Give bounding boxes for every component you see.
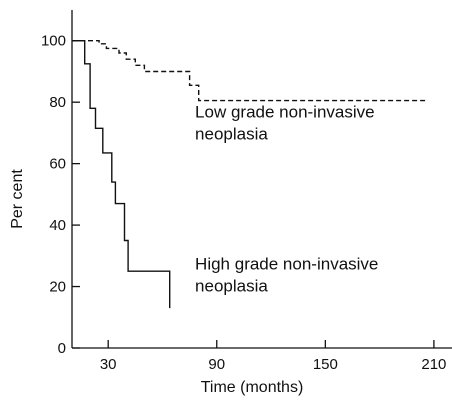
y-tick-label: 20	[49, 279, 66, 296]
y-tick-label: 60	[49, 156, 66, 173]
y-tick-label: 0	[58, 340, 66, 357]
x-axis-title: Time (months)	[201, 379, 304, 396]
annotations-group: Low grade non-invasive neoplasia High grad…	[195, 103, 378, 296]
x-tick-label: 210	[421, 356, 446, 373]
axes-group: 0 20 40 60 80 100 30 90 150 210	[41, 10, 452, 373]
series-annotation: Low grade non-invasive neoplasia	[195, 103, 375, 144]
series-annotation: High grade non-invasive neoplasia	[195, 255, 378, 296]
series-group	[72, 40, 427, 309]
x-tick-label: 90	[208, 356, 225, 373]
x-tick-label: 150	[313, 356, 338, 373]
series-line-high-grade	[72, 40, 171, 309]
y-tick-label: 100	[41, 33, 66, 50]
series-line-low-grade	[72, 40, 427, 102]
y-tick-label: 80	[49, 94, 66, 111]
y-tick-label: 40	[49, 217, 66, 234]
y-axis-title: Per cent	[9, 169, 26, 229]
x-tick-label: 30	[100, 356, 117, 373]
